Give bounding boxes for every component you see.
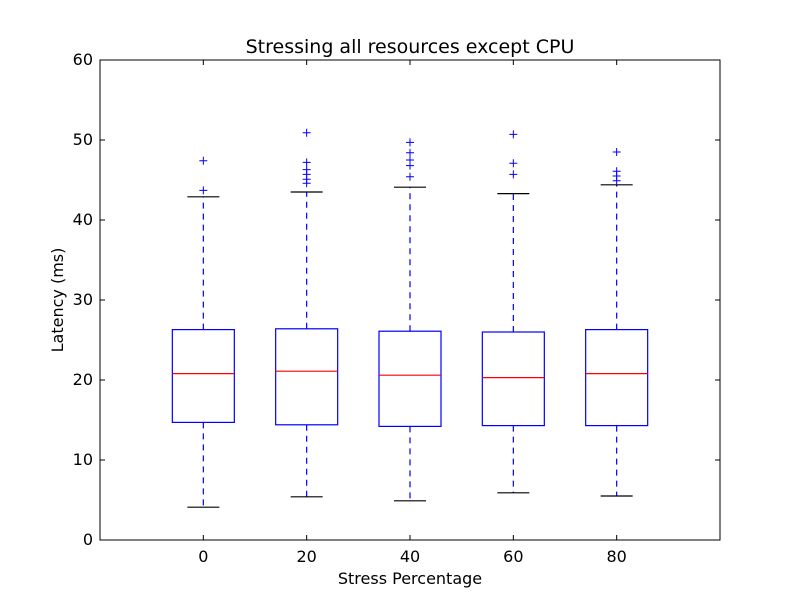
box-group-20 xyxy=(275,128,339,498)
outlier-marker xyxy=(302,165,311,174)
x-tick-label: 80 xyxy=(606,547,626,566)
outlier-marker xyxy=(302,158,311,167)
outlier-marker xyxy=(406,148,414,157)
plot-area-frame xyxy=(99,59,721,541)
y-tick-label: 0 xyxy=(83,530,93,549)
iqr-box xyxy=(585,329,649,427)
outlier-marker xyxy=(302,128,311,137)
outlier-marker xyxy=(612,167,621,176)
outlier-marker xyxy=(406,172,414,181)
x-tick-label: 60 xyxy=(503,547,523,566)
y-tick-label: 30 xyxy=(73,290,93,309)
y-tick-label: 10 xyxy=(73,450,93,469)
y-axis-label: Latency (ms) xyxy=(48,248,67,353)
outlier-marker xyxy=(406,138,414,147)
iqr-box xyxy=(171,329,235,424)
plot-marks xyxy=(171,128,649,508)
outlier-marker xyxy=(199,156,208,165)
y-tick-label: 40 xyxy=(73,210,93,229)
x-tick-label: 40 xyxy=(400,547,420,566)
box-group-80 xyxy=(585,148,649,497)
outlier-marker xyxy=(509,159,518,168)
x-axis-ticks: 0 20 40 60 80 xyxy=(198,60,627,566)
y-axis-ticks: 0 10 20 30 40 50 60 xyxy=(73,50,720,549)
y-tick-label: 60 xyxy=(73,50,93,69)
box-group-60 xyxy=(481,130,545,494)
x-axis-label: Stress Percentage xyxy=(338,569,482,588)
outlier-marker xyxy=(612,148,621,156)
outlier-marker xyxy=(509,170,518,179)
outlier-marker xyxy=(509,130,518,139)
outlier-marker xyxy=(199,186,208,195)
x-tick-label: 0 xyxy=(198,547,208,566)
chart-title: Stressing all resources except CPU xyxy=(246,36,575,58)
iqr-box xyxy=(481,331,545,427)
iqr-box xyxy=(378,330,442,428)
outlier-marker xyxy=(406,156,414,164)
box-group-40 xyxy=(378,138,442,502)
x-tick-label: 20 xyxy=(296,547,316,566)
iqr-box xyxy=(275,328,339,426)
box-group-0 xyxy=(171,156,235,508)
y-tick-label: 20 xyxy=(73,370,93,389)
y-tick-label: 50 xyxy=(73,130,93,149)
